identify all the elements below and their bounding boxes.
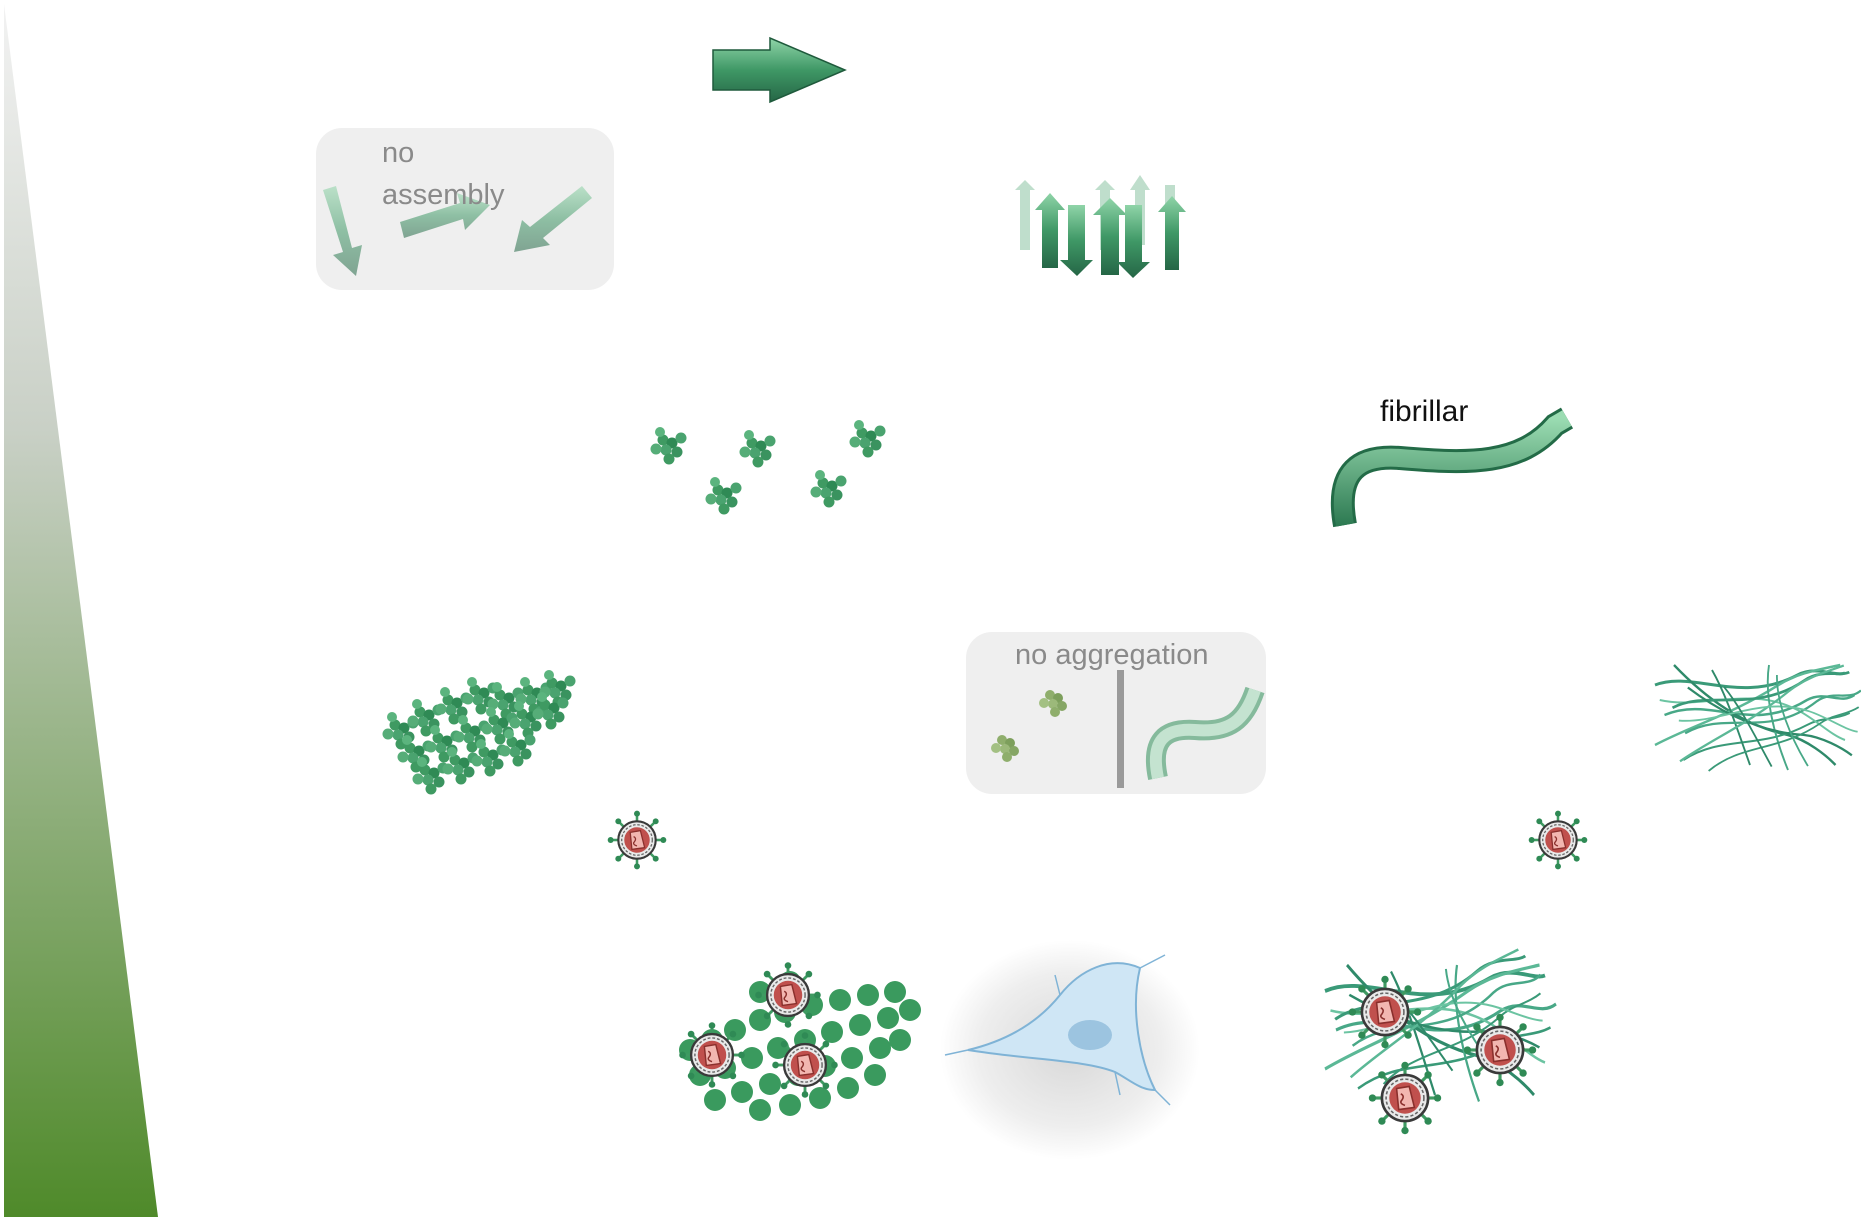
nanoparticle-cluster-icon [650, 420, 886, 515]
nanoparticle-aggregate-icon [382, 670, 576, 795]
no-assembly-label-line2: assembly [382, 179, 505, 211]
divider-bar [1117, 670, 1124, 788]
random-peptide-arrows-icon [323, 186, 592, 276]
beta-sheet-stack-icon [1015, 175, 1186, 278]
no-assembly-label-line1: no [382, 137, 415, 169]
cell-icon [940, 940, 1200, 1160]
faded-fibril-icon [1145, 686, 1265, 781]
gradient-ramp [4, 4, 158, 1217]
fibril-icon [1330, 407, 1574, 528]
no-aggregation-box [966, 632, 1266, 794]
fibrillar-label: fibrillar [1380, 395, 1468, 428]
no-aggregation-label: no aggregation [1015, 639, 1209, 671]
virus-particle-icon [1527, 809, 1589, 871]
virus-fibril-aggregate-icon [1323, 944, 1562, 1136]
virus-nanoparticle-aggregate-icon [677, 960, 921, 1121]
single-peptide-arrow-icon [712, 36, 847, 104]
aggregate-mesh-icon [1653, 662, 1861, 785]
virus-particle-icon [606, 809, 668, 871]
